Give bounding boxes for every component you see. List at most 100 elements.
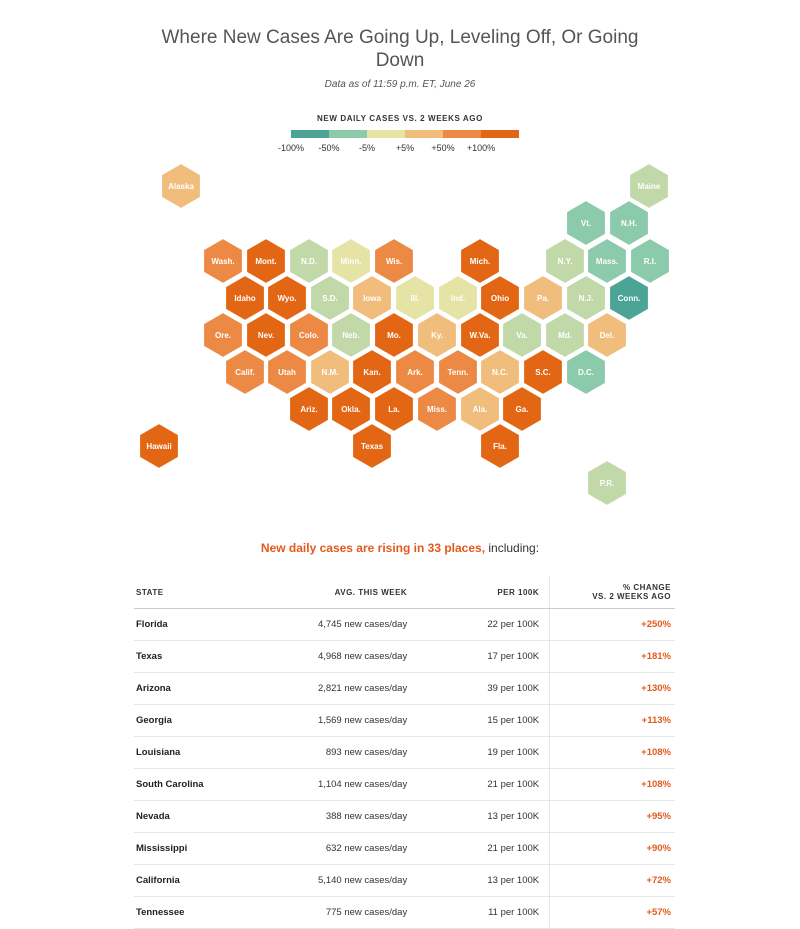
header-per100k: PER 100K xyxy=(411,576,550,609)
rising-states-table: STATE AVG. THIS WEEK PER 100K % CHANGE VS… xyxy=(134,576,675,929)
state-hex-tile xyxy=(245,310,287,360)
state-hex: Texas xyxy=(351,421,393,471)
state-hex-tile xyxy=(565,198,607,248)
state-hex-tile xyxy=(288,236,330,286)
state-hex-tile xyxy=(416,310,458,360)
legend-swatch xyxy=(405,130,443,138)
state-hex: P.R. xyxy=(586,458,628,508)
state-hex-label: N.H. xyxy=(621,219,637,228)
state-hex-tile xyxy=(416,384,458,434)
table-row: Nevada 388 new cases/day 13 per 100K +95% xyxy=(134,800,675,833)
state-hex: Mass. xyxy=(586,236,628,286)
state-hex: D.C. xyxy=(565,347,607,397)
legend-tick: +5% xyxy=(395,143,415,153)
state-hex-label: Mass. xyxy=(596,257,618,266)
state-hex-label: Mich. xyxy=(470,257,490,266)
state-hex: Ark. xyxy=(394,347,436,397)
header-change: % CHANGE VS. 2 WEEKS AGO xyxy=(549,576,675,609)
state-hex: N.Y. xyxy=(544,236,586,286)
state-hex: Conn. xyxy=(608,273,650,323)
state-hex: Okla. xyxy=(330,384,372,434)
cell-avg: 893 new cases/day xyxy=(286,736,412,769)
state-hex-label: Pa. xyxy=(537,294,549,303)
cell-avg: 4,745 new cases/day xyxy=(286,608,412,641)
cell-per100k: 13 per 100K xyxy=(411,864,550,897)
state-hex-label: Hawaii xyxy=(146,442,171,451)
legend-title: NEW DAILY CASES VS. 2 WEEKS AGO xyxy=(317,114,483,123)
state-hex-tile xyxy=(565,273,607,323)
state-hex-label: Ky. xyxy=(431,331,443,340)
legend-swatch xyxy=(329,130,367,138)
header-change-line2: VS. 2 WEEKS AGO xyxy=(592,592,671,601)
state-hex-label: N.M. xyxy=(322,368,339,377)
legend-tick: +100% xyxy=(466,143,496,153)
state-hex-label: Fla. xyxy=(493,442,507,451)
state-hex-label: Va. xyxy=(516,331,528,340)
state-hex: Hawaii xyxy=(138,421,180,471)
cell-change: +90% xyxy=(549,832,675,865)
state-hex-label: Mo. xyxy=(387,331,401,340)
rising-summary: New daily cases are rising in 33 places,… xyxy=(150,541,650,555)
legend-swatch xyxy=(443,130,481,138)
state-hex: Ohio xyxy=(479,273,521,323)
state-hex-label: Alaska xyxy=(168,182,194,191)
cell-avg: 632 new cases/day xyxy=(286,832,412,865)
state-hex-label: Wis. xyxy=(386,257,402,266)
state-hex-label: N.J. xyxy=(579,294,594,303)
state-hex-tile xyxy=(586,458,628,508)
state-hex-label: Ill. xyxy=(411,294,420,303)
state-hex-label: Idaho xyxy=(234,294,255,303)
state-hex: Kan. xyxy=(351,347,393,397)
legend-swatch xyxy=(367,130,405,138)
legend-tick: -5% xyxy=(358,143,376,153)
state-hex-tile xyxy=(373,310,415,360)
state-hex-tile xyxy=(586,236,628,286)
cell-per100k: 17 per 100K xyxy=(411,640,550,673)
state-hex-label: N.C. xyxy=(492,368,508,377)
state-hex-label: D.C. xyxy=(578,368,594,377)
state-hex-tile xyxy=(459,236,501,286)
state-hex-tile xyxy=(245,236,287,286)
state-hex-tile xyxy=(501,384,543,434)
state-hex: Maine xyxy=(628,161,670,211)
state-hex: Va. xyxy=(501,310,543,360)
cell-per100k: 22 per 100K xyxy=(411,608,550,641)
state-hex-tile xyxy=(351,273,393,323)
state-hex-label: Ind. xyxy=(451,294,465,303)
cell-change: +181% xyxy=(549,640,675,673)
rising-highlight: New daily cases are rising in 33 places, xyxy=(260,541,486,555)
cell-per100k: 39 per 100K xyxy=(411,672,550,705)
table-row: Texas 4,968 new cases/day 17 per 100K +181% xyxy=(134,640,675,673)
cell-change: +130% xyxy=(549,672,675,705)
cell-change: +250% xyxy=(549,608,675,641)
state-hex-tile xyxy=(437,347,479,397)
state-hex-label: R.I. xyxy=(644,257,656,266)
cell-change: +57% xyxy=(549,896,675,929)
cell-state: Georgia xyxy=(134,704,287,737)
state-hex: W.Va. xyxy=(459,310,501,360)
cell-avg: 4,968 new cases/day xyxy=(286,640,412,673)
cell-avg: 1,104 new cases/day xyxy=(286,768,412,801)
state-hex: Wyo. xyxy=(266,273,308,323)
state-hex-tile xyxy=(330,384,372,434)
cell-state: Mississippi xyxy=(134,832,287,865)
state-hex: Md. xyxy=(544,310,586,360)
table-row: Louisiana 893 new cases/day 19 per 100K +10… xyxy=(134,736,675,769)
cell-change: +108% xyxy=(549,768,675,801)
state-hex-label: Ga. xyxy=(516,405,529,414)
legend-tick: +50% xyxy=(431,143,455,153)
header-avg: AVG. THIS WEEK xyxy=(286,576,412,609)
state-hex-tile xyxy=(437,273,479,323)
state-hex-tile xyxy=(266,273,308,323)
state-hex-tile xyxy=(373,384,415,434)
state-hex-label: W.Va. xyxy=(470,331,491,340)
state-hex-tile xyxy=(330,310,372,360)
state-hex-tile xyxy=(394,273,436,323)
legend-swatch xyxy=(481,130,519,138)
state-hex-tile xyxy=(224,273,266,323)
state-hex-label: S.C. xyxy=(535,368,551,377)
cell-state: Arizona xyxy=(134,672,287,705)
state-hex-label: Md. xyxy=(558,331,572,340)
state-hex: Colo. xyxy=(288,310,330,360)
state-hex-tile xyxy=(544,236,586,286)
